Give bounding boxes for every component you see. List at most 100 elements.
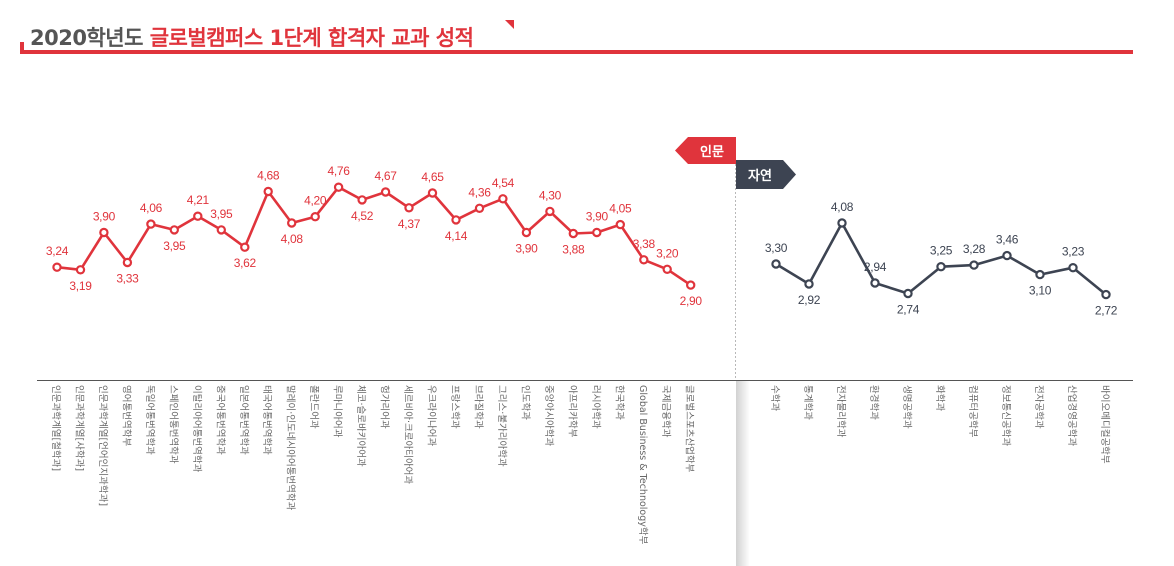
- data-label: 3,90: [515, 242, 538, 256]
- x-tick-label: 국제금융학과: [660, 385, 671, 438]
- x-tick-label: 바이오메디컬공학부: [1099, 385, 1111, 464]
- data-point-natural: [771, 259, 781, 269]
- data-label: 2,90: [680, 294, 703, 308]
- x-tick-label: 우크라이나어과: [426, 385, 437, 446]
- data-label: 3,28: [963, 242, 986, 256]
- data-label: 3,95: [210, 207, 233, 221]
- series-tag-natural: [736, 160, 796, 189]
- data-label: 3,46: [996, 233, 1019, 247]
- x-tick-label: 헝가리어과: [379, 385, 390, 429]
- data-label: 4,68: [257, 169, 280, 183]
- data-label: 3,95: [163, 239, 186, 253]
- x-tick-label: 전자공학과: [1033, 385, 1044, 429]
- data-label: 3,38: [633, 237, 656, 251]
- data-label: 4,08: [831, 200, 854, 214]
- data-label: 3,90: [586, 210, 609, 224]
- title-prefix: 2020학년도: [30, 26, 143, 50]
- data-label: 4,36: [468, 185, 491, 199]
- title-accent: 글로벌캠퍼스 1단계 합격자 교과 성적: [149, 26, 474, 50]
- x-tick-label: 독일어통번역학과: [144, 385, 155, 455]
- data-label: 4,21: [187, 193, 210, 207]
- data-point-humanities: [498, 194, 508, 204]
- x-tick-label: 정보통신공학과: [1000, 385, 1011, 446]
- data-point-humanities: [99, 227, 109, 238]
- series-line-natural: [775, 221, 1107, 296]
- data-point-humanities: [75, 265, 86, 275]
- data-label: 2,74: [897, 303, 920, 317]
- data-point-humanities: [146, 219, 156, 229]
- divider-shadow: [736, 381, 750, 566]
- x-tick-label: 인문과학계열[철학과]: [50, 385, 62, 471]
- data-point-humanities: [240, 242, 250, 252]
- x-tick-label: 루마니아어과: [332, 385, 343, 438]
- x-tick-label: 세르비아·크로아티아어과: [402, 385, 413, 484]
- data-point-natural: [870, 278, 880, 288]
- data-point-natural: [903, 288, 913, 299]
- x-tick-label: 태국어통번역학과: [261, 385, 272, 455]
- data-label: 3,25: [930, 244, 953, 258]
- data-label: 3,33: [116, 272, 139, 286]
- data-label: 3,20: [656, 246, 679, 260]
- x-tick-label: 컴퓨터공학부: [967, 385, 979, 438]
- data-point-humanities: [287, 218, 297, 228]
- data-label: 4,54: [492, 176, 515, 190]
- data-point-humanities: [662, 264, 672, 274]
- data-label: 4,37: [398, 217, 421, 231]
- data-label: 4,52: [351, 209, 374, 223]
- data-label: 2,72: [1095, 304, 1118, 318]
- data-label: 3,30: [765, 241, 788, 255]
- x-tick-label: 러시아학과: [590, 385, 601, 429]
- x-tick-label: 전자물리학과: [835, 385, 846, 438]
- data-point-humanities: [427, 188, 438, 198]
- x-tick-label: 프랑스학과: [449, 385, 461, 429]
- data-label: 3,23: [1062, 245, 1085, 259]
- data-point-humanities: [404, 203, 414, 213]
- data-point-humanities: [169, 225, 179, 235]
- data-label: 4,76: [328, 164, 351, 178]
- data-point-natural: [969, 260, 979, 270]
- data-label: 2,92: [798, 293, 821, 307]
- data-point-humanities: [592, 227, 602, 238]
- x-tick-label: 화학과: [934, 385, 945, 411]
- x-tick-label: 스페인어통번역학과: [167, 385, 178, 464]
- x-tick-label: 이탈리아어통번역학과: [191, 385, 203, 473]
- data-point-natural: [936, 262, 946, 272]
- data-label: 3,19: [69, 279, 92, 293]
- x-tick-label: 아프리카학부: [566, 385, 577, 438]
- x-tick-label: 인문과학계열[사학과]: [74, 385, 86, 471]
- data-label: 4,06: [140, 201, 163, 215]
- series-tag-humanities: [675, 137, 736, 164]
- data-point-natural: [1101, 289, 1111, 300]
- data-label: 4,20: [304, 194, 327, 208]
- series-humanities: 3,243,193,903,334,063,954,213,953,624,68…: [46, 164, 703, 544]
- data-point-natural: [1002, 250, 1012, 261]
- x-tick-label: 한국학과: [613, 385, 624, 420]
- data-label: 4,65: [421, 170, 444, 184]
- data-point-natural: [837, 218, 847, 228]
- data-point-humanities: [216, 225, 226, 235]
- data-label: 4,67: [375, 169, 398, 183]
- series-tag-natural-label: 자연: [748, 169, 772, 184]
- x-tick-label: 통계학과: [802, 385, 814, 420]
- x-tick-label: 환경학과: [868, 385, 880, 420]
- x-tick-label: 그리스·불가리아학과: [496, 385, 507, 467]
- data-point-natural: [1035, 269, 1045, 280]
- data-label: 3,88: [562, 243, 585, 257]
- data-point-humanities: [122, 257, 133, 268]
- data-label: 3,90: [93, 210, 116, 224]
- series-line-humanities: [56, 185, 692, 287]
- x-tick-label: 말레이·인도네시아어통번역학과: [285, 385, 297, 511]
- data-point-humanities: [380, 187, 391, 197]
- data-point-humanities: [52, 262, 62, 272]
- x-tick-label: 체코·슬로바키아어과: [355, 385, 366, 467]
- series-tag-humanities-label: 인문: [700, 144, 724, 160]
- x-tick-label: 생명공학과: [901, 385, 912, 429]
- x-tick-label: 인도학과: [519, 385, 530, 420]
- x-tick-label: 글로벌스포츠산업학부: [684, 385, 696, 473]
- x-tick-label: 일본어통번역학과: [238, 385, 249, 455]
- x-tick-label: 수학과: [769, 385, 780, 411]
- data-point-humanities: [686, 280, 696, 290]
- data-label: 4,05: [609, 202, 632, 216]
- data-point-humanities: [263, 186, 273, 197]
